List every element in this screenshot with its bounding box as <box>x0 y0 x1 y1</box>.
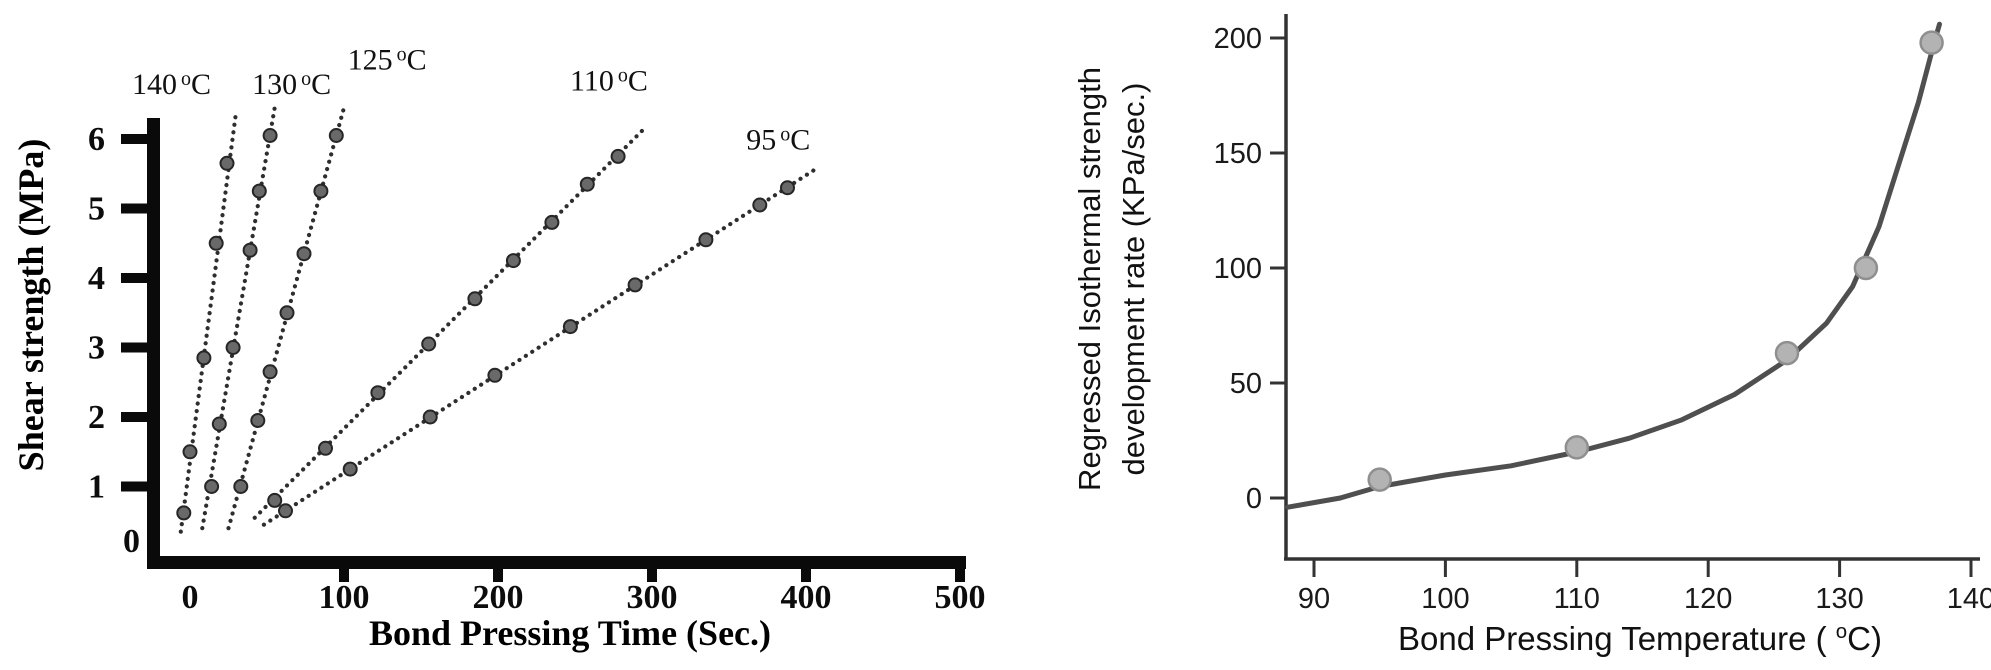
right-chart-canvas: 90 100 110 120 130 140 0 50 100 150 200 <box>1214 14 1991 615</box>
svg-text:200: 200 <box>473 579 524 616</box>
svg-text:0: 0 <box>1246 483 1262 515</box>
left-x-axis-label: Bond Pressing Time (Sec.) <box>368 613 772 653</box>
svg-text:3: 3 <box>88 330 105 367</box>
svg-text:100: 100 <box>1214 253 1262 285</box>
svg-text:110: 110 <box>1554 583 1600 615</box>
svg-text:5: 5 <box>88 191 105 228</box>
svg-text:150: 150 <box>1214 138 1262 170</box>
svg-text:2: 2 <box>88 399 105 436</box>
left-y-axis-label: Shear strength (MPa) <box>11 138 51 472</box>
right-y-axis-label-line2: development rate (KPa/sec.) <box>1116 82 1151 476</box>
svg-text:0: 0 <box>123 523 140 560</box>
svg-text:200: 200 <box>1214 23 1262 55</box>
right-x-axis-label-suffix: C) <box>1847 620 1882 657</box>
right-y-axis-label: Regressed Isothermal strength developmen… <box>1068 0 1156 558</box>
svg-text:100: 100 <box>1421 583 1469 615</box>
svg-text:100: 100 <box>319 579 370 616</box>
right-x-axis-label: Bond Pressing Temperature ( oC) <box>1240 620 1991 658</box>
degree-symbol: o <box>1835 620 1848 643</box>
svg-text:400: 400 <box>781 579 832 616</box>
svg-text:6: 6 <box>88 121 105 158</box>
svg-text:120: 120 <box>1684 583 1732 615</box>
svg-text:90: 90 <box>1298 583 1330 615</box>
svg-text:50: 50 <box>1230 368 1262 400</box>
svg-text:140: 140 <box>1947 583 1991 615</box>
svg-text:1: 1 <box>88 469 105 506</box>
svg-text:300: 300 <box>627 579 678 616</box>
svg-text:4: 4 <box>88 260 105 297</box>
right-y-axis-label-line1: Regressed Isothermal strength <box>1072 67 1107 491</box>
svg-text:0: 0 <box>182 579 199 616</box>
svg-text:500: 500 <box>935 579 986 616</box>
svg-text:130: 130 <box>1815 583 1863 615</box>
right-x-axis-label-prefix: Bond Pressing Temperature ( <box>1398 620 1836 657</box>
